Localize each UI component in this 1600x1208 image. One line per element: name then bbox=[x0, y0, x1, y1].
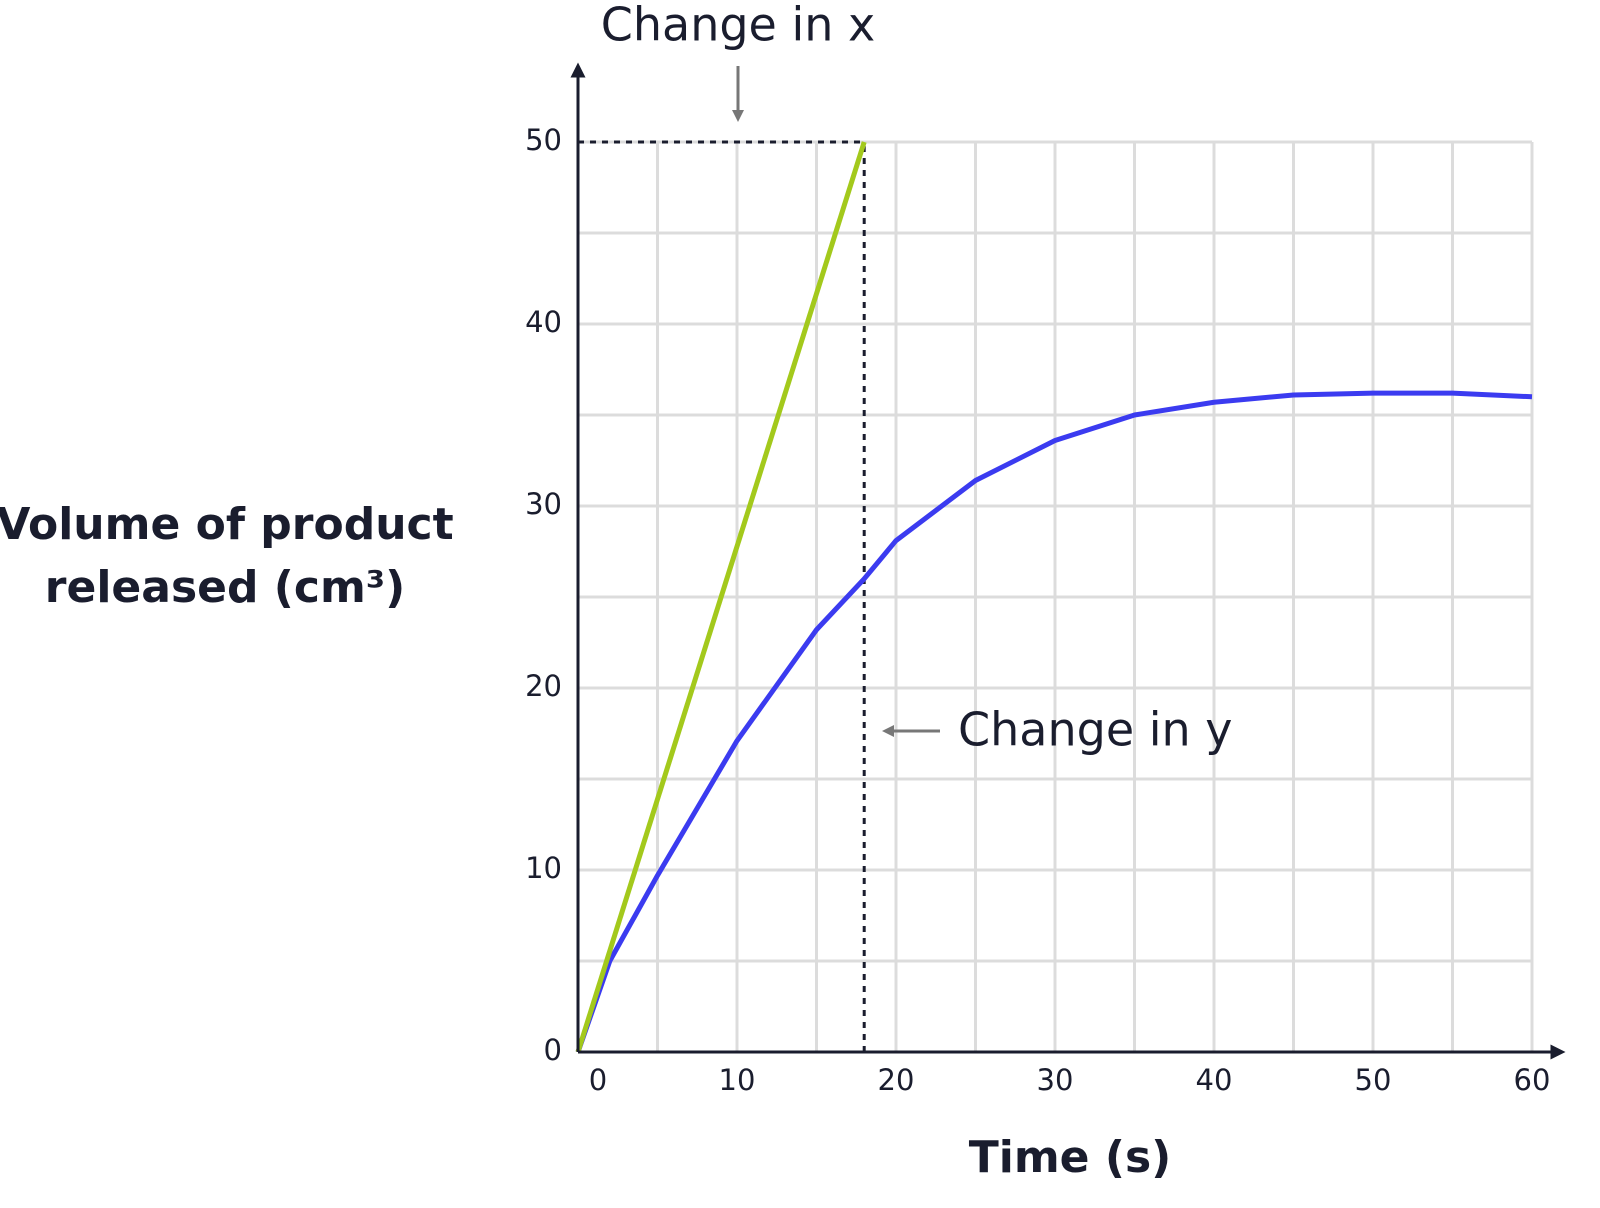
y-tick-label: 0 bbox=[544, 1033, 562, 1067]
annotation: Change in y bbox=[958, 703, 1233, 757]
x-tick-label: 0 bbox=[589, 1063, 607, 1097]
x-tick-label: 30 bbox=[1037, 1063, 1074, 1097]
labels: 0 10 20 30 40 50 60 0 10 20 30 40 50 bbox=[525, 123, 1550, 1097]
x-tick-label: 10 bbox=[719, 1063, 756, 1097]
x-axis-title: Time (s) bbox=[969, 1132, 1172, 1183]
x-tick-label: 40 bbox=[1196, 1063, 1233, 1097]
x-tick-label: 20 bbox=[878, 1063, 915, 1097]
lines bbox=[575, 141, 1533, 1053]
x-tick-label: 60 bbox=[1514, 1063, 1551, 1097]
data-line bbox=[575, 390, 1533, 1053]
annotation: Change in x bbox=[601, 0, 876, 52]
y-axis-title: Volume of product bbox=[0, 499, 454, 550]
y-tick-label: 40 bbox=[525, 305, 562, 339]
y-tick-label: 20 bbox=[525, 669, 562, 703]
y-axis-title: released (cm³) bbox=[45, 562, 405, 613]
guides bbox=[578, 140, 866, 1052]
y-tick-label: 30 bbox=[525, 487, 562, 521]
data-line bbox=[575, 141, 867, 1053]
y-tick-label: 10 bbox=[525, 851, 562, 885]
x-tick-label: 50 bbox=[1355, 1063, 1392, 1097]
y-tick-label: 50 bbox=[525, 123, 562, 157]
